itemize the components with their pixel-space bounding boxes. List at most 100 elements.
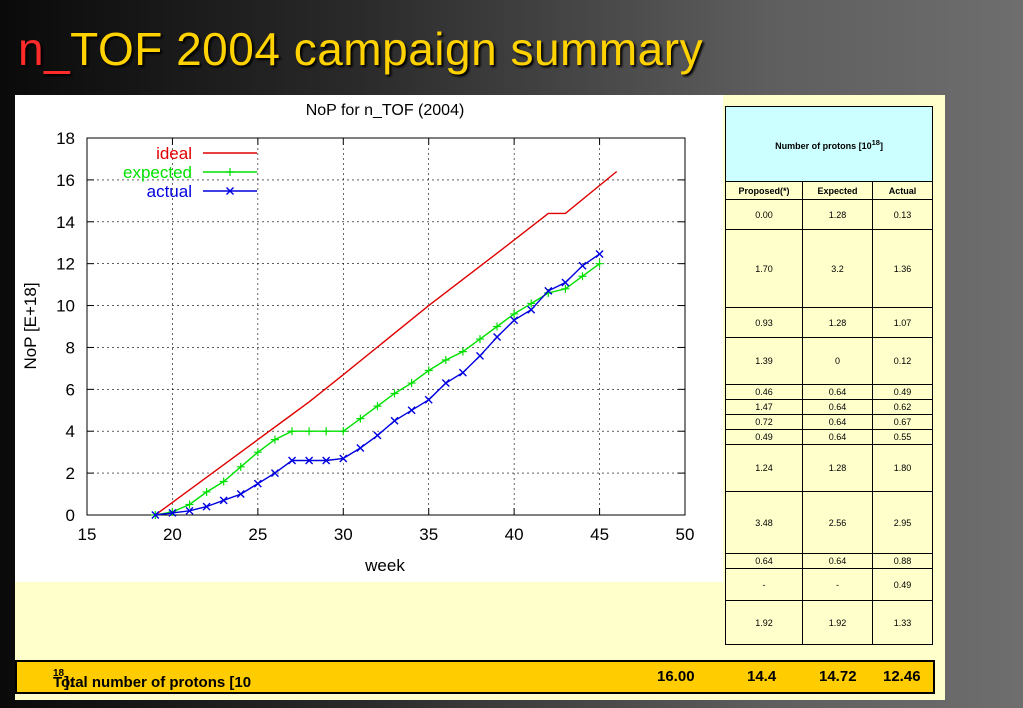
table-cell-expected: 1.28 (802, 307, 873, 338)
y-tick-label: 6 (66, 380, 75, 399)
data-point-expected (253, 448, 262, 457)
data-point-expected (561, 284, 570, 293)
table-cell-expected: 0 (802, 337, 873, 385)
slide-title-prefix: n_ (18, 23, 71, 75)
data-point-actual (407, 406, 416, 415)
chart-panel: 15 20 25 30 35 40 45 50 0 2 4 6 8 10 12 14 16 18 NoP for n… (15, 95, 723, 582)
table-row: 0.46 0.64 0.49 (725, 384, 934, 400)
data-point-actual (151, 511, 160, 519)
data-point-expected (236, 462, 245, 471)
data-point-actual (390, 416, 399, 425)
data-point-expected (510, 309, 519, 318)
table-cell-actual: 0.12 (871, 337, 934, 385)
table-cell-actual: 0.67 (871, 414, 934, 430)
x-tick-label: 50 (676, 525, 695, 544)
table-cell-expected: - (802, 568, 873, 601)
y-tick-label: 10 (56, 297, 75, 316)
table-row: 3.48 2.56 2.95 (725, 491, 934, 554)
data-point-expected (185, 500, 194, 509)
table-cell-actual: 1.33 (871, 600, 934, 645)
y-tick-label: 16 (56, 171, 75, 190)
total-ideal: 16.00 (657, 668, 695, 685)
table-cell-actual: 1.07 (871, 307, 934, 338)
y-tick-label: 2 (66, 464, 75, 483)
y-tick-label: 12 (56, 255, 75, 274)
plot-frame (86, 137, 686, 516)
table-cell-expected: 1.28 (802, 199, 873, 230)
data-point-actual (527, 305, 536, 314)
slide-title: n_TOF 2004 campaign summary (18, 22, 703, 76)
data-point-expected (475, 335, 484, 344)
data-point-expected (493, 322, 502, 331)
data-point-actual (202, 502, 211, 511)
table-cell-proposed: 1.92 (725, 600, 803, 645)
table-row: 1.70 3.2 1.36 (725, 229, 934, 308)
data-point-actual (595, 250, 604, 259)
total-proposed: 14.4 (747, 668, 777, 685)
data-point-expected (168, 507, 177, 516)
x-tick-label: 30 (334, 525, 353, 544)
table-cell-actual: 0.49 (871, 568, 934, 601)
nop-chart: 15 20 25 30 35 40 45 50 0 2 4 6 8 10 12 14 16 18 NoP for n… (21, 102, 695, 575)
table-row: - -0.49 (725, 568, 934, 601)
table-row: 1.47 0.64 0.62 (725, 399, 934, 415)
data-point-expected (441, 356, 450, 365)
table-row: 0.00 1.28 0.13 (725, 199, 934, 230)
table-row: 1.92 1.92 1.33 (725, 600, 934, 645)
series-line-actual (155, 253, 600, 516)
table-cell-actual: 0.49 (871, 384, 934, 400)
column-header-expected: Expected (802, 181, 873, 200)
data-point-actual (168, 508, 177, 517)
data-point-expected (219, 477, 228, 486)
x-tick-label: 40 (505, 525, 524, 544)
table-cell-proposed: 0.93 (725, 307, 803, 338)
slide-title-text: TOF 2004 campaign summary (70, 23, 704, 75)
legend-label-actual: actual (147, 182, 192, 201)
data-point-expected (390, 389, 399, 398)
data-point-expected (305, 427, 314, 436)
total-expected: 14.72 (819, 668, 857, 685)
data-point-actual (236, 490, 245, 499)
data-point-actual (578, 261, 587, 270)
data-point-expected (373, 402, 382, 411)
table-cell-proposed: 1.47 (725, 399, 803, 415)
data-point-expected (595, 259, 604, 268)
data-point-expected (407, 379, 416, 388)
table-row: 0.93 1.28 1.07 (725, 307, 934, 338)
data-point-actual (253, 479, 262, 488)
table-cell-expected: 1.92 (802, 600, 873, 645)
y-tick-label: 4 (66, 422, 75, 441)
data-point-actual (475, 351, 484, 360)
table-cell-expected: 0.64 (802, 414, 873, 430)
total-label-exp: 18 (53, 668, 65, 679)
x-tick-label: 20 (163, 525, 182, 544)
table-row: 0.72 0.64 0.67 (725, 414, 934, 430)
total-label-text: Total number of protons [10 (53, 674, 252, 691)
table-cell-expected: 1.28 (802, 444, 873, 492)
data-point-actual (510, 316, 519, 325)
data-point-expected (202, 487, 211, 496)
table-cell-expected: 0.64 (802, 384, 873, 400)
table-cell-actual: 0.88 (871, 553, 934, 569)
table-title-text: Number of protons [10 (775, 140, 872, 151)
table-cell-proposed: 1.70 (725, 229, 803, 308)
y-axis-label: NoP [E+18] (21, 282, 40, 369)
total-actual: 12.46 (883, 668, 921, 685)
table-cell-expected: 3.2 (802, 229, 873, 308)
y-tick-label: 8 (66, 338, 75, 357)
y-tick-label: 18 (56, 129, 75, 148)
table-row: 1.24 1.28 1.80 (725, 444, 934, 492)
table-cell-proposed: - (725, 568, 803, 601)
table-cell-expected: 0.64 (802, 553, 873, 569)
x-axis-label: week (364, 556, 405, 575)
data-point-expected (578, 272, 587, 281)
legend-marker-expected (226, 168, 234, 176)
table-cell-proposed: 1.39 (725, 337, 803, 385)
total-label-suffix: ]: (64, 674, 75, 691)
table-cell-proposed: 0.00 (725, 199, 803, 230)
data-point-expected (339, 427, 348, 436)
data-point-actual (270, 469, 279, 478)
data-point-expected (322, 427, 331, 436)
data-point-actual (288, 456, 297, 465)
table-cell-expected: 0.64 (802, 399, 873, 415)
